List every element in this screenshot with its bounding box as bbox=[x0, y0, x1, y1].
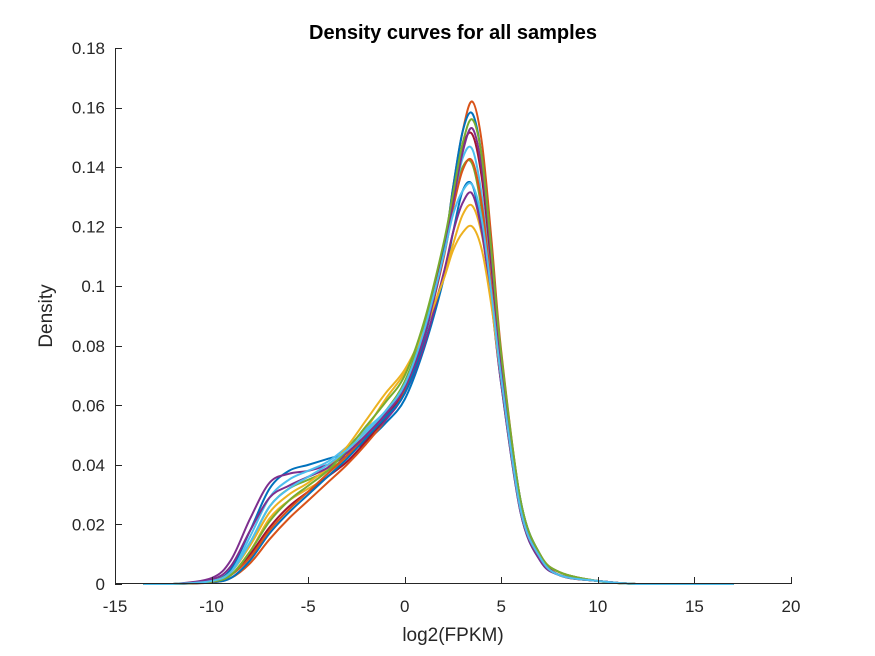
x-tick-label: 0 bbox=[400, 597, 409, 616]
x-tick-label: 15 bbox=[685, 597, 704, 616]
y-tick-label: 0.06 bbox=[72, 396, 105, 415]
y-axis-label: Density bbox=[36, 284, 57, 348]
x-tick-label: -10 bbox=[199, 597, 224, 616]
y-tick-label: 0.12 bbox=[72, 218, 105, 237]
y-tick-label: 0.18 bbox=[72, 39, 105, 58]
x-tick-label: 5 bbox=[497, 597, 506, 616]
series-line-12 bbox=[142, 118, 735, 585]
x-tick-label: 20 bbox=[782, 597, 801, 616]
x-axis-label: log2(FPKM) bbox=[402, 625, 503, 646]
y-tick-label: 0.08 bbox=[72, 337, 105, 356]
x-tick-label: -5 bbox=[301, 597, 316, 616]
y-tick-label: 0 bbox=[96, 575, 105, 594]
y-tick-label: 0.16 bbox=[72, 99, 105, 118]
x-tick-label: 10 bbox=[588, 597, 607, 616]
ticks-layer: -15 -10 -5 0 5 10 15 20 0 0.02 0.04 0.06 0.08 0.1 0.12… bbox=[72, 39, 801, 616]
axes-layer bbox=[115, 48, 791, 584]
series-line-4 bbox=[142, 191, 735, 585]
series-layer bbox=[142, 100, 735, 585]
y-tick-label: 0.1 bbox=[81, 277, 105, 296]
series-line-13 bbox=[142, 182, 735, 585]
x-tick-label: -15 bbox=[103, 597, 128, 616]
y-tick-label: 0.14 bbox=[72, 158, 105, 177]
y-tick-label: 0.02 bbox=[72, 515, 105, 534]
y-tick-label: 0.04 bbox=[72, 456, 105, 475]
chart-title: Density curves for all samples bbox=[309, 22, 597, 44]
